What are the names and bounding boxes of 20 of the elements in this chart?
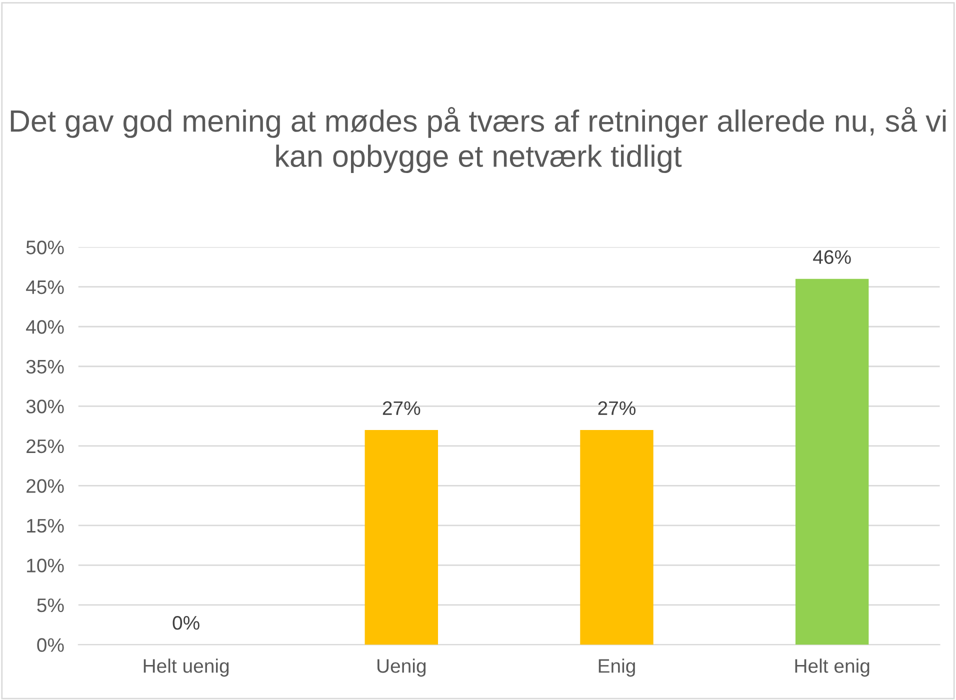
y-tick-label: 30% [26,400,64,414]
y-tick-label: 20% [26,479,64,493]
y-tick-label: 40% [26,320,64,334]
chart-title: Det gav god mening at mødes på tværs af retninger allerede nu, så vi kan opbygge et netværk tidligt [10,106,946,174]
y-tick-label: 15% [27,518,64,533]
y-tick-label: 0% [37,638,64,652]
x-tick-label: Uenig [378,658,426,677]
y-tick-label: 35% [26,360,64,374]
x-tick-label: Helt enig [795,658,870,677]
data-label: 0% [172,616,200,630]
y-tick-label: 5% [37,598,64,612]
y-tick-label: 50% [26,240,64,254]
data-label: 27% [382,401,420,415]
y-tick-label: 25% [26,439,64,454]
data-label: 27% [598,401,636,415]
x-tick-label: Helt uenig [144,658,229,677]
data-label: 46% [813,250,851,264]
y-tick-label: 10% [27,558,64,572]
y-tick-label: 45% [26,280,64,294]
x-tick-label: Enig [598,658,635,677]
